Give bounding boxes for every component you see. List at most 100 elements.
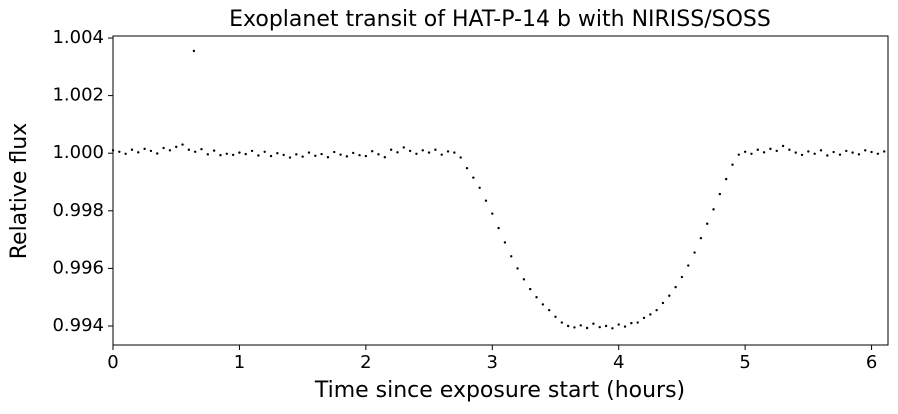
point <box>231 153 235 157</box>
point <box>472 176 475 179</box>
point <box>314 154 317 157</box>
point <box>706 222 709 225</box>
point <box>731 163 734 166</box>
x-tick-label: 3 <box>487 352 498 373</box>
point <box>187 148 191 151</box>
point <box>453 151 456 154</box>
point <box>465 166 469 170</box>
point <box>661 301 665 305</box>
point <box>427 151 431 154</box>
point <box>225 152 228 155</box>
point <box>585 326 589 330</box>
point <box>687 264 690 267</box>
point <box>149 149 153 153</box>
y-tick-label: 0.996 <box>52 257 104 278</box>
point <box>851 151 854 154</box>
point <box>377 153 380 156</box>
point <box>737 153 741 156</box>
point <box>807 150 810 153</box>
point <box>212 149 216 152</box>
point <box>396 151 399 154</box>
y-tick-label: 1.002 <box>52 85 104 106</box>
point <box>301 155 304 158</box>
point <box>864 149 867 152</box>
point <box>168 149 172 152</box>
point <box>408 149 412 153</box>
point <box>845 149 848 153</box>
point <box>137 151 140 154</box>
point <box>263 150 266 153</box>
point <box>370 149 374 153</box>
point <box>389 148 393 151</box>
point <box>193 150 197 153</box>
point <box>162 146 165 150</box>
point <box>118 150 121 153</box>
x-tick-label: 2 <box>360 352 371 373</box>
point <box>156 152 159 155</box>
point <box>592 322 595 325</box>
x-tick-label: 1 <box>234 352 245 373</box>
point <box>636 321 639 324</box>
point <box>175 145 178 149</box>
point <box>358 154 361 157</box>
point <box>200 147 203 151</box>
point <box>459 156 462 159</box>
point <box>440 153 443 156</box>
y-tick-label: 0.994 <box>52 315 104 336</box>
point <box>832 150 835 154</box>
point <box>547 308 551 312</box>
point <box>554 315 557 318</box>
point <box>434 148 437 151</box>
x-tick-label: 5 <box>739 352 750 373</box>
point <box>421 149 424 152</box>
point <box>288 156 292 159</box>
point <box>611 327 614 330</box>
point <box>192 49 196 53</box>
point <box>857 153 861 156</box>
point <box>446 150 450 153</box>
point <box>402 146 405 149</box>
y-tick-label: 1.004 <box>52 27 104 48</box>
point <box>813 152 816 155</box>
point <box>516 267 519 270</box>
point <box>491 212 494 215</box>
point <box>219 154 222 157</box>
point <box>257 154 260 157</box>
point <box>699 236 703 240</box>
point <box>206 153 210 156</box>
point <box>750 152 753 155</box>
point <box>124 152 127 155</box>
point <box>238 151 241 154</box>
point <box>269 154 273 158</box>
point <box>535 295 538 299</box>
point <box>623 325 627 328</box>
point <box>718 192 722 196</box>
x-tick-label: 6 <box>866 352 877 373</box>
point <box>876 152 880 155</box>
point <box>352 151 355 155</box>
axes-frame <box>112 35 889 346</box>
y-tick-label: 1.000 <box>52 142 104 163</box>
point <box>693 251 696 254</box>
point <box>680 275 684 279</box>
point <box>775 149 778 153</box>
y-tick-label: 0.998 <box>52 200 104 221</box>
point <box>529 287 532 291</box>
point <box>883 150 886 153</box>
point <box>244 152 247 156</box>
point <box>345 155 349 158</box>
point <box>712 208 715 211</box>
x-axis-label: Time since exposure start (hours) <box>314 378 685 403</box>
point <box>838 153 842 156</box>
point <box>497 226 500 230</box>
point <box>756 148 759 151</box>
point <box>143 147 146 151</box>
point <box>522 278 526 281</box>
point <box>295 153 298 156</box>
point <box>598 325 601 329</box>
point <box>339 153 342 156</box>
point <box>579 324 582 327</box>
point <box>282 153 285 157</box>
point <box>326 156 330 159</box>
point <box>604 324 608 328</box>
